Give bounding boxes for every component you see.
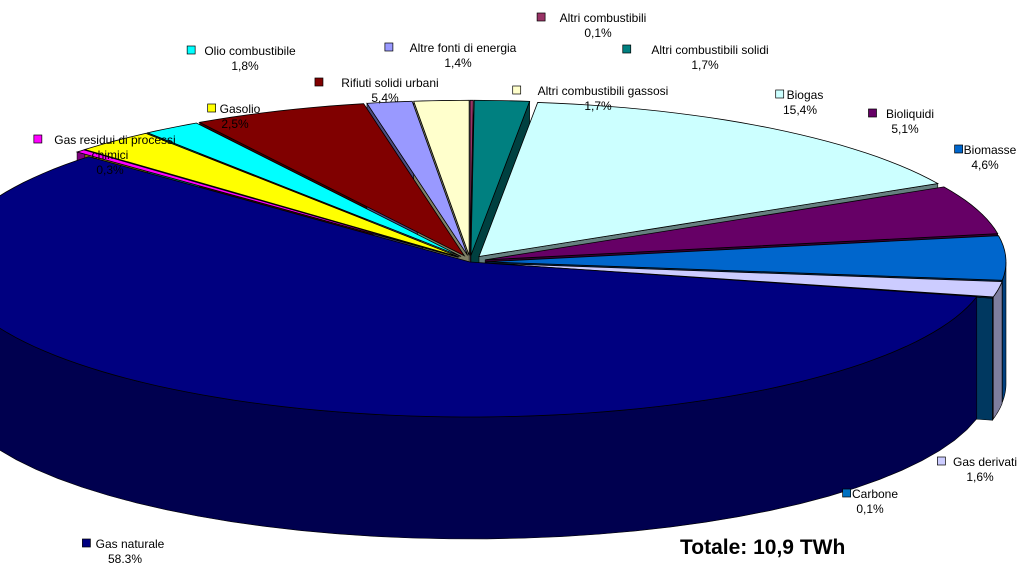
slice-label-value: 0,3% xyxy=(96,163,124,177)
slice-label-value: 2,5% xyxy=(221,117,249,131)
legend-key xyxy=(954,144,963,154)
slice-label-value: 5,4% xyxy=(371,91,399,105)
legend-key xyxy=(82,538,91,548)
legend-key xyxy=(33,134,43,144)
legend-key xyxy=(842,488,852,498)
slice-label-name: Biogas xyxy=(787,88,824,102)
legend-key xyxy=(775,89,785,99)
chart-total-label: Totale: 10,9 TWh xyxy=(680,536,845,559)
pie-slice-gasolio xyxy=(83,132,460,258)
slice-label-name: Altre fonti di energia xyxy=(410,41,517,55)
slice-label-value: 0,1% xyxy=(856,502,884,516)
legend-key xyxy=(512,85,522,95)
pie-slice-wall xyxy=(992,281,1003,420)
slice-label-name: Altri combustibili xyxy=(560,11,647,25)
pie-slice-gas-naturale xyxy=(0,156,978,418)
legend-key xyxy=(536,12,546,22)
pie-slice-rifiuti-solidi-urbani xyxy=(198,103,466,257)
slice-label-name: Altri combustibili gassosi xyxy=(538,84,669,98)
legend-key xyxy=(384,42,394,52)
pie-slice-altri-combustibili xyxy=(469,99,474,256)
slice-label-value: 1,4% xyxy=(444,56,472,70)
slice-label-value: 58.3% xyxy=(108,552,142,566)
pie-slice-olio-combustibile xyxy=(146,122,462,257)
pie-slice-altri-combustibili-gassosi xyxy=(413,99,470,256)
legend-key xyxy=(868,108,877,118)
slice-label-name: Gasolio xyxy=(220,102,261,116)
slice-label-name: Altri combustibili solidi xyxy=(651,43,768,57)
slice-label-name: Rifiuti solidi urbani xyxy=(341,76,438,90)
slice-label-value: 1,7% xyxy=(691,58,719,72)
slice-label-name: Gas residui di processi xyxy=(54,133,175,147)
slice-label-value: 15,4% xyxy=(783,103,817,117)
slice-label-value: 5,1% xyxy=(891,122,919,136)
slice-label-name: Gas derivati xyxy=(953,455,1017,469)
legend-key xyxy=(622,44,632,54)
slice-label-name: Olio combustibile xyxy=(204,44,296,58)
pie-slice-biomasse xyxy=(485,235,1007,281)
slice-label-name: chimici xyxy=(92,148,129,162)
legend-key xyxy=(207,103,216,113)
slice-label-name: Bioliquidi xyxy=(886,107,934,121)
slice-label-name: Gas naturale xyxy=(96,537,165,551)
pie-tops xyxy=(0,99,1007,418)
legend-key xyxy=(314,77,324,87)
pie-slice-biogas xyxy=(478,102,940,257)
slice-label-value: 1,6% xyxy=(966,470,994,484)
slice-label-value: 4,6% xyxy=(971,158,999,172)
slice-label-value: 0,1% xyxy=(584,26,612,40)
pie-slice-altre-fonti-di-energia xyxy=(366,100,468,256)
slice-label-name: Carbone xyxy=(852,487,898,501)
pie-slice-altri-combustibili-solidi xyxy=(470,99,531,256)
slice-label-value: 1,8% xyxy=(231,59,259,73)
pie-slice-bioliquidi xyxy=(485,186,999,261)
legend-key xyxy=(186,45,196,55)
slice-label-name: Biomasse xyxy=(964,143,1017,157)
legend-key xyxy=(937,456,946,466)
pie-slice-gas-residui-di-processi-chimici xyxy=(75,149,459,258)
slice-label-value: 1,7% xyxy=(584,99,612,113)
pie-slice-wall xyxy=(1001,261,1007,403)
